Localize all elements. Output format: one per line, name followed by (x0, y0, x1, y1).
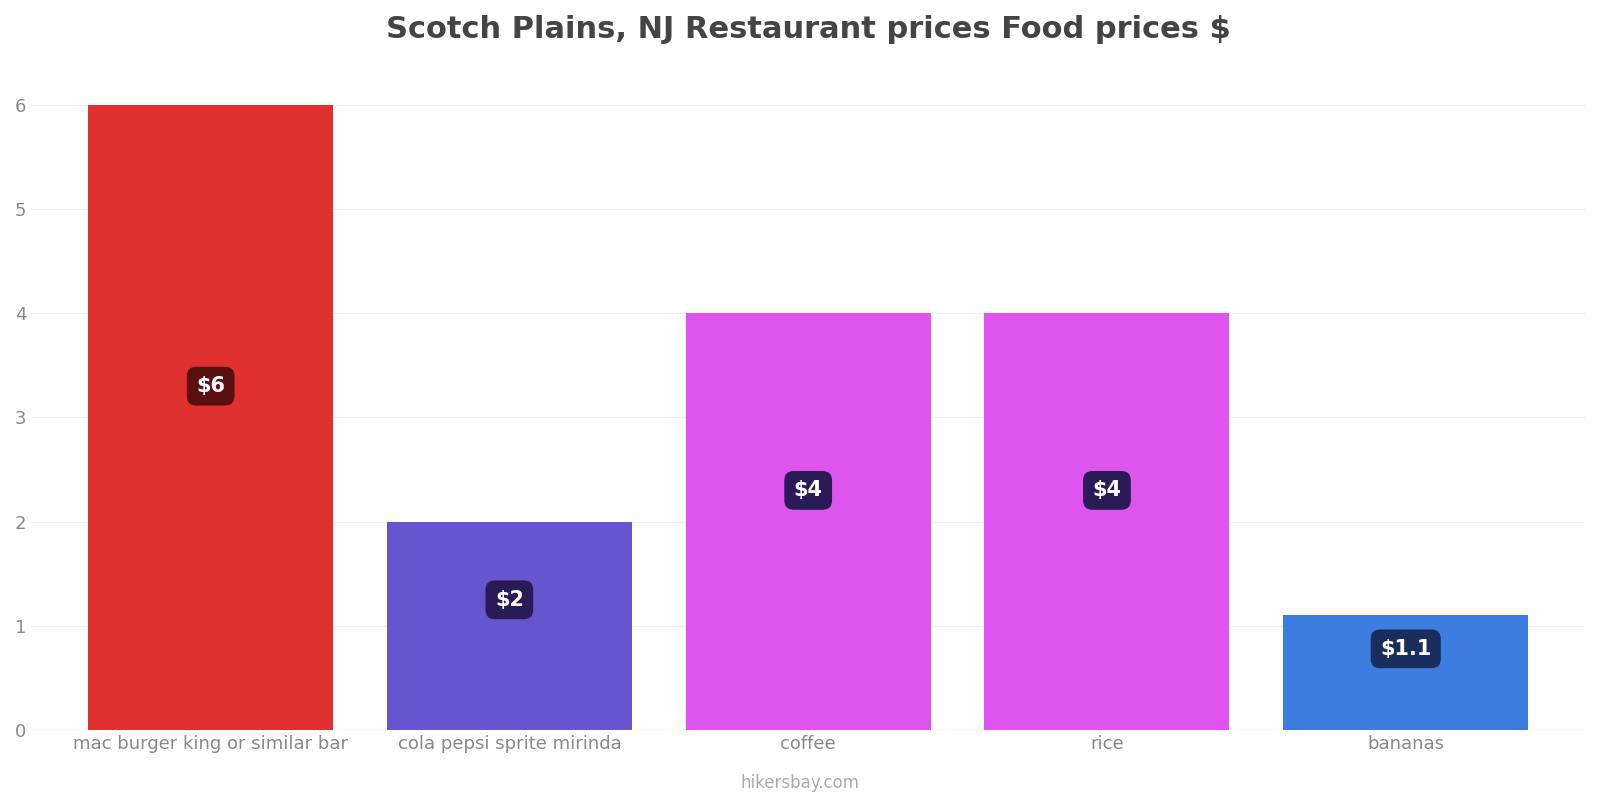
Text: $4: $4 (1093, 480, 1122, 500)
Bar (686, 313, 931, 730)
Bar (387, 522, 632, 730)
Text: $2: $2 (494, 590, 523, 610)
Bar (1283, 615, 1528, 730)
Text: $1.1: $1.1 (1381, 639, 1432, 659)
Title: Scotch Plains, NJ Restaurant prices Food prices $: Scotch Plains, NJ Restaurant prices Food… (386, 15, 1230, 44)
Text: $6: $6 (197, 376, 226, 396)
Text: $4: $4 (794, 480, 822, 500)
Bar (88, 105, 333, 730)
Text: hikersbay.com: hikersbay.com (741, 774, 859, 792)
Bar (984, 313, 1229, 730)
